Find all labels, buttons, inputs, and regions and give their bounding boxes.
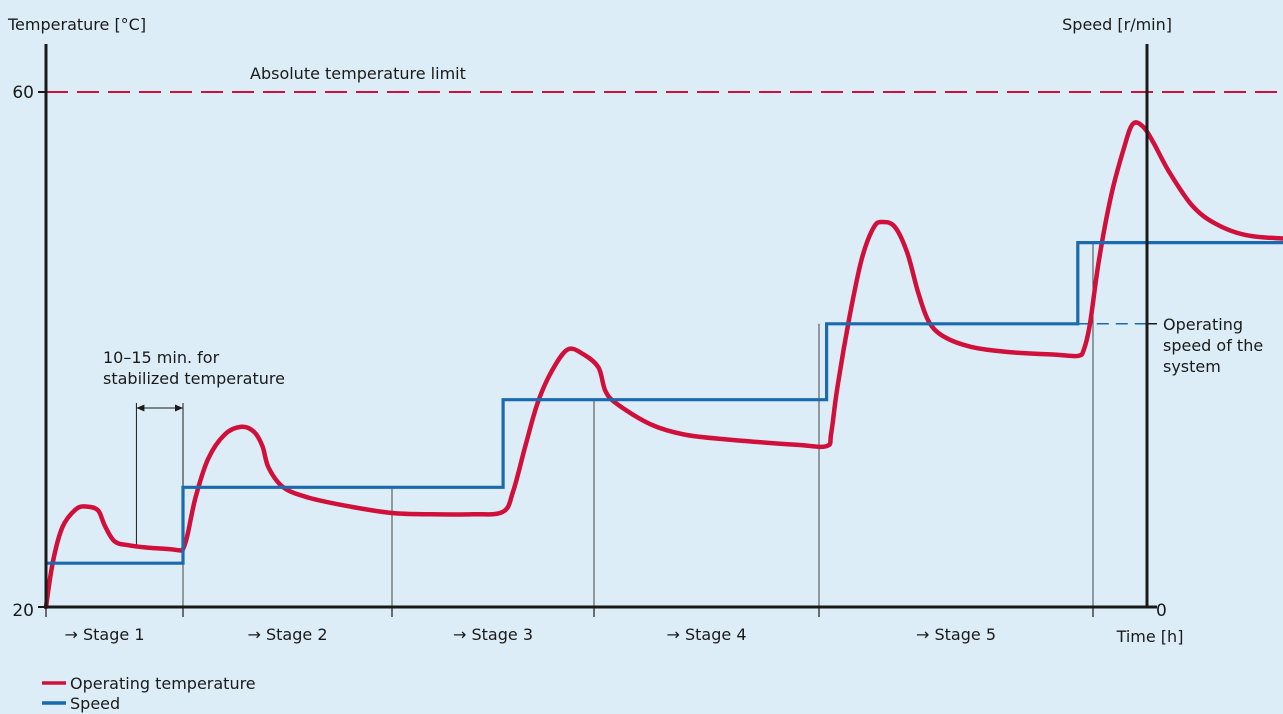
stage-label-4: → Stage 4 (667, 625, 747, 644)
legend: Operating temperature Speed (42, 674, 256, 713)
temperature-limit-label: Absolute temperature limit (250, 64, 466, 83)
operating-speed-label: Operating speed of the system (1163, 315, 1263, 376)
series-line-operating-temperature (43, 120, 1283, 610)
stage-labels: → Stage 1 → Stage 2 → Stage 3 → Stage 4 → St… (65, 625, 997, 644)
x-axis-title: Time [h] (1116, 627, 1184, 646)
y-tick-label-20: 20 (12, 601, 34, 621)
stabilization-label: 10–15 min. for stabilized temperature (103, 348, 285, 388)
stage-dividers (182, 242, 1094, 607)
right-axis-title: Speed [r/min] (1062, 15, 1172, 34)
stage-label-5: → Stage 5 (916, 625, 996, 644)
stabilization-arrowhead-left (136, 404, 145, 412)
series-line-speed (46, 241, 1283, 565)
left-axis-title: Temperature [°C] (7, 15, 146, 34)
stage-label-1: → Stage 1 (65, 625, 145, 644)
x-axis-ticks (45, 607, 1094, 617)
right-tick-label-0: 0 (1156, 601, 1167, 621)
stabilization-annotation: 10–15 min. for stabilized temperature (103, 348, 285, 545)
stage-label-3: → Stage 3 (453, 625, 533, 644)
y-tick-label-60: 60 (12, 83, 34, 103)
legend-label-operating-temperature: Operating temperature (70, 674, 256, 693)
stabilization-arrowhead-right (175, 404, 183, 412)
stage-label-2: → Stage 2 (248, 625, 328, 644)
legend-label-speed: Speed (70, 694, 120, 713)
